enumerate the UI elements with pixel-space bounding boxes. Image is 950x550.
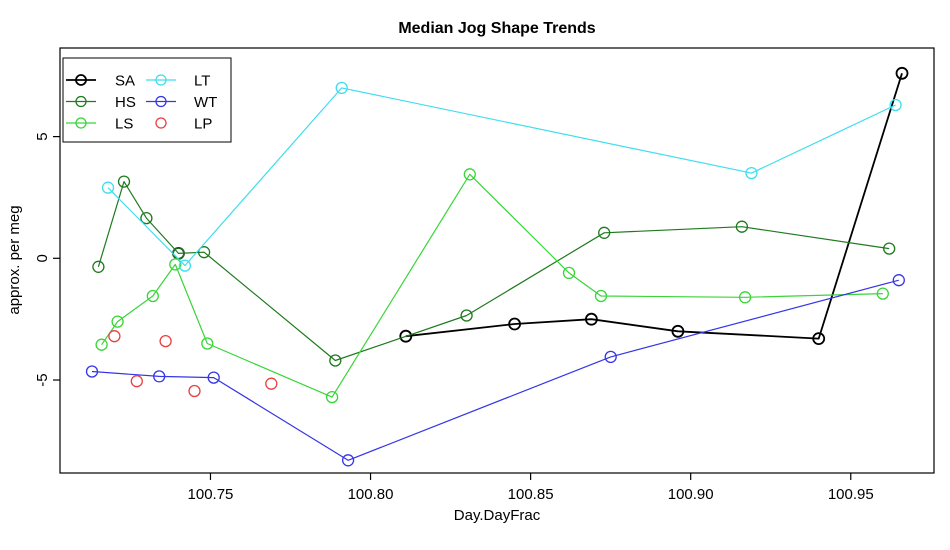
y-tick-label: -5	[34, 373, 51, 386]
legend-label-LT: LT	[194, 73, 210, 90]
legend-marker-WT	[155, 95, 167, 108]
y-axis-label: approx. per meg	[6, 205, 23, 315]
marker-HS	[140, 211, 153, 225]
marker-LS	[146, 289, 159, 303]
marker-LS	[95, 338, 108, 351]
marker-HS	[460, 309, 473, 322]
legend-marker-HS	[75, 95, 87, 108]
marker-HS	[117, 175, 131, 188]
marker-WT	[892, 274, 905, 287]
x-tick-label: 100.85	[508, 486, 554, 503]
marker-LT	[335, 81, 348, 95]
series-line-LS	[101, 173, 883, 398]
marker-LT	[889, 98, 902, 112]
legend-label-LS: LS	[115, 116, 133, 133]
marker-HS	[883, 242, 896, 255]
x-tick-label: 100.90	[668, 486, 714, 503]
legend-marker-LS	[75, 117, 87, 129]
x-tick-label: 100.80	[348, 486, 394, 503]
marker-WT	[341, 454, 355, 467]
chart-title: Median Jog Shape Trends	[398, 20, 596, 37]
marker-LT	[178, 259, 192, 272]
legend-label-HS: HS	[115, 94, 136, 111]
marker-LS	[876, 287, 889, 300]
x-axis-label: Day.DayFrac	[453, 507, 541, 524]
marker-LP	[130, 375, 143, 388]
marker-LS	[594, 289, 608, 303]
marker-LS	[562, 266, 576, 280]
legend-label-SA: SA	[115, 73, 135, 90]
marker-SA	[508, 317, 521, 331]
y-tick-label: 0	[34, 254, 51, 262]
marker-WT	[85, 365, 99, 378]
marker-HS	[197, 246, 211, 259]
x-tick-label: 100.75	[188, 486, 234, 503]
marker-SA	[812, 332, 826, 346]
marker-LT	[745, 166, 758, 180]
legend-marker-LT	[155, 74, 167, 86]
marker-SA	[399, 329, 413, 343]
plot-border	[59, 47, 935, 474]
marker-LS	[738, 291, 752, 304]
legend-label-LP: LP	[194, 116, 212, 133]
marker-WT	[207, 371, 220, 384]
marker-HS	[598, 226, 611, 239]
series-line-HS	[97, 181, 890, 362]
marker-LP	[108, 330, 121, 343]
marker-HS	[735, 220, 749, 233]
marker-HS	[92, 260, 105, 273]
marker-LT	[101, 181, 115, 194]
marker-LS	[169, 258, 182, 271]
marker-SA	[585, 312, 598, 326]
marker-WT	[604, 350, 617, 364]
legend-label-WT: WT	[194, 94, 217, 111]
series-line-LT	[107, 87, 896, 267]
marker-HS	[329, 354, 342, 367]
series-line-WT	[91, 279, 899, 461]
x-tick-label: 100.95	[828, 486, 874, 503]
y-tick-label: 5	[34, 132, 51, 140]
legend-marker-LP	[155, 117, 167, 129]
marker-LP	[159, 334, 172, 348]
marker-LP	[265, 377, 278, 390]
marker-LP	[188, 384, 201, 398]
marker-LS	[325, 390, 339, 404]
marker-LS	[463, 168, 476, 181]
marker-LS	[111, 315, 124, 328]
marker-LS	[201, 337, 214, 350]
legend-marker-SA	[75, 74, 87, 86]
marker-WT	[153, 370, 166, 383]
marker-SA	[895, 66, 909, 80]
marker-SA	[671, 324, 685, 338]
legend-box	[62, 57, 232, 143]
legend: SA HS LS LT WT LP	[62, 57, 232, 143]
